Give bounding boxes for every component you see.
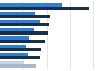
Bar [0, 40, 45, 43]
Bar [0, 31, 48, 35]
Bar [0, 36, 29, 40]
Bar [0, 20, 40, 23]
Bar [0, 61, 24, 64]
Bar [0, 56, 40, 59]
Bar [0, 45, 26, 48]
Bar [0, 28, 34, 31]
Bar [0, 7, 89, 10]
Bar [0, 53, 28, 56]
Bar [0, 48, 41, 51]
Bar [0, 15, 50, 18]
Bar [0, 64, 36, 68]
Bar [0, 3, 62, 7]
Bar [0, 12, 35, 15]
Bar [0, 23, 50, 26]
